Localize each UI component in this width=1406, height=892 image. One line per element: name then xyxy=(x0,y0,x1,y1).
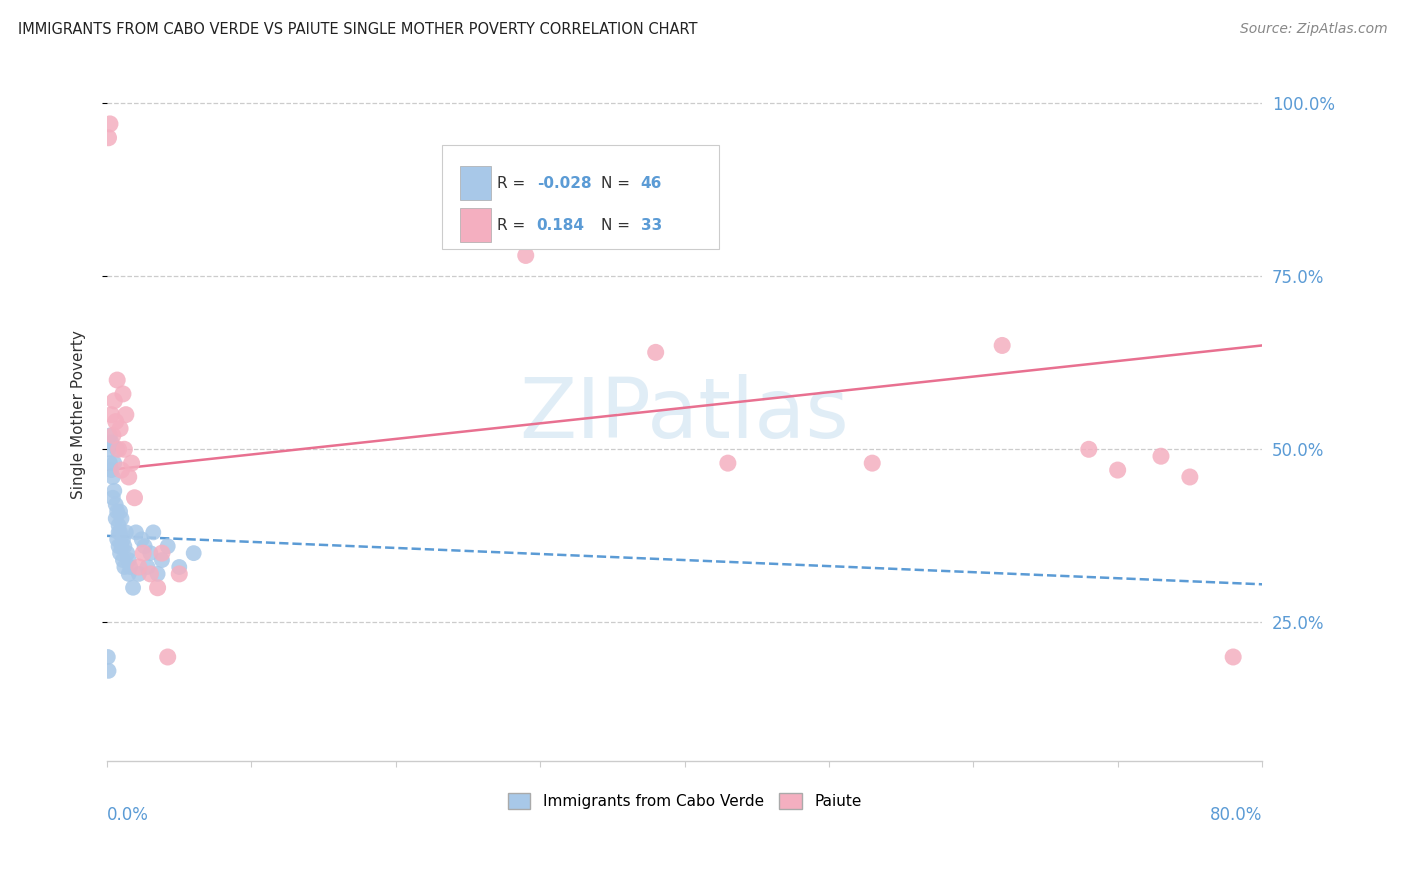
FancyBboxPatch shape xyxy=(461,166,491,200)
Point xyxy=(101,470,124,484)
Point xyxy=(100,435,122,450)
Text: -0.028: -0.028 xyxy=(537,176,592,191)
Point xyxy=(167,560,190,574)
Point xyxy=(150,546,173,560)
Point xyxy=(103,393,125,408)
Point xyxy=(142,525,165,540)
Point xyxy=(644,345,666,359)
Point xyxy=(131,533,153,547)
Point xyxy=(97,442,120,457)
Point xyxy=(108,505,131,519)
Point xyxy=(108,421,131,435)
Point xyxy=(112,442,135,457)
Point xyxy=(111,553,134,567)
Point xyxy=(103,456,125,470)
FancyBboxPatch shape xyxy=(461,209,491,243)
Point xyxy=(108,546,131,560)
Point xyxy=(122,581,145,595)
Point xyxy=(112,560,135,574)
Point xyxy=(107,525,129,540)
Point xyxy=(98,117,121,131)
Point xyxy=(105,505,128,519)
Point xyxy=(115,408,138,422)
Text: 33: 33 xyxy=(641,218,662,233)
Point xyxy=(156,539,179,553)
Point xyxy=(104,415,127,429)
Point xyxy=(100,463,122,477)
Point xyxy=(110,511,132,525)
Point xyxy=(121,456,143,470)
Point xyxy=(101,491,124,505)
Point xyxy=(107,518,129,533)
Point xyxy=(124,491,146,505)
Point xyxy=(115,525,138,540)
Point xyxy=(183,546,205,560)
Point xyxy=(104,498,127,512)
Point xyxy=(146,581,169,595)
Text: N =: N = xyxy=(602,218,636,233)
Point xyxy=(101,428,124,442)
Point xyxy=(1077,442,1099,457)
Point xyxy=(860,456,883,470)
Point xyxy=(991,338,1014,352)
Point xyxy=(1178,470,1201,484)
Point xyxy=(98,456,121,470)
Point xyxy=(1107,463,1129,477)
Point xyxy=(134,539,156,553)
Point xyxy=(150,553,173,567)
Y-axis label: Single Mother Poverty: Single Mother Poverty xyxy=(72,330,86,500)
Point xyxy=(98,428,121,442)
Point xyxy=(103,483,125,498)
Point xyxy=(111,533,134,547)
Text: 46: 46 xyxy=(641,176,662,191)
Point xyxy=(128,566,150,581)
Point xyxy=(125,525,148,540)
Point xyxy=(107,442,129,457)
Point xyxy=(146,566,169,581)
Point xyxy=(167,566,190,581)
Point xyxy=(111,387,134,401)
Point xyxy=(117,546,139,560)
Point xyxy=(108,525,131,540)
Text: 0.0%: 0.0% xyxy=(107,805,149,824)
Point xyxy=(110,539,132,553)
Point xyxy=(97,664,120,678)
Point xyxy=(139,566,162,581)
Text: N =: N = xyxy=(602,176,636,191)
Point xyxy=(110,463,132,477)
Point xyxy=(156,650,179,665)
Point xyxy=(1222,650,1244,665)
Point xyxy=(136,560,159,574)
Point xyxy=(105,373,128,387)
Text: R =: R = xyxy=(498,176,530,191)
Point xyxy=(100,408,122,422)
Text: IMMIGRANTS FROM CABO VERDE VS PAIUTE SINGLE MOTHER POVERTY CORRELATION CHART: IMMIGRANTS FROM CABO VERDE VS PAIUTE SIN… xyxy=(18,22,697,37)
Text: 0.184: 0.184 xyxy=(537,218,585,233)
Text: ZIPatlas: ZIPatlas xyxy=(520,374,849,455)
Legend: Immigrants from Cabo Verde, Paiute: Immigrants from Cabo Verde, Paiute xyxy=(502,788,868,815)
Point xyxy=(105,442,128,457)
Point xyxy=(118,566,141,581)
Point xyxy=(97,130,120,145)
FancyBboxPatch shape xyxy=(441,145,720,249)
Point xyxy=(132,546,155,560)
Point xyxy=(1150,449,1173,463)
Point xyxy=(107,539,129,553)
Point xyxy=(104,511,127,525)
Text: R =: R = xyxy=(498,218,530,233)
Point xyxy=(118,470,141,484)
Point xyxy=(139,546,162,560)
Point xyxy=(717,456,740,470)
Text: Source: ZipAtlas.com: Source: ZipAtlas.com xyxy=(1240,22,1388,37)
Point xyxy=(97,650,120,665)
Point xyxy=(112,539,135,553)
Point xyxy=(128,560,150,574)
Point xyxy=(118,553,141,567)
Point xyxy=(515,248,537,262)
Point xyxy=(120,560,142,574)
Point xyxy=(105,533,128,547)
Text: 80.0%: 80.0% xyxy=(1209,805,1263,824)
